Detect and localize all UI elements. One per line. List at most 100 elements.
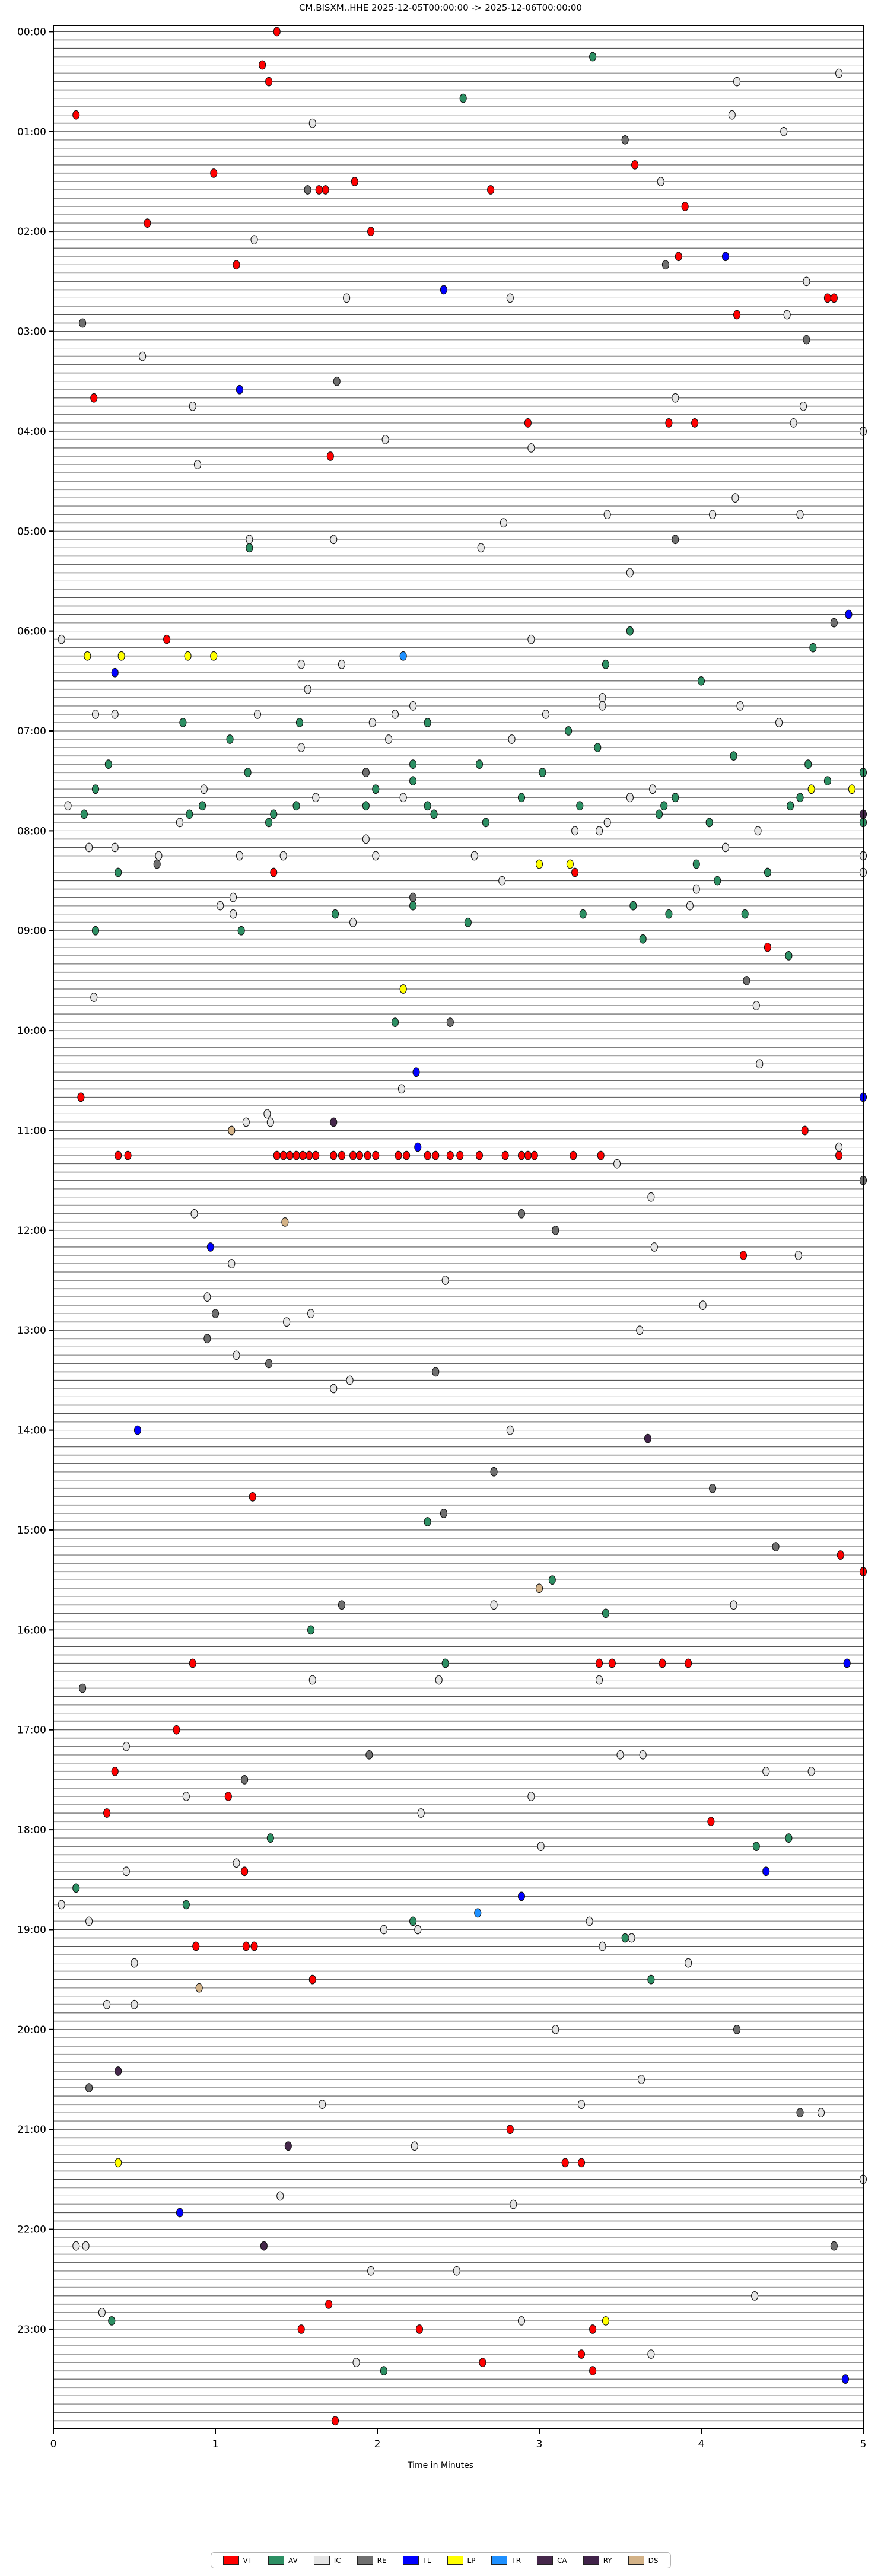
event-dot-VT <box>192 1941 200 1951</box>
event-dot-IC <box>233 1350 240 1360</box>
event-dot-IC <box>200 784 208 794</box>
event-dot-VT <box>456 1150 464 1160</box>
event-dot-AV <box>705 818 713 828</box>
event-dot-LP <box>602 2316 609 2326</box>
event-dot-RE <box>432 1367 440 1377</box>
event-dot-IC <box>352 2358 360 2367</box>
event-dot-IC <box>817 2108 825 2117</box>
event-dot-VT <box>570 1150 577 1160</box>
event-dot-IC <box>510 2199 517 2209</box>
event-dot-AV <box>115 867 122 877</box>
event-dot-TL <box>517 1891 526 1901</box>
event-dot-LP <box>115 2158 122 2168</box>
event-dot-TL <box>111 667 119 678</box>
event-dot-AV <box>660 801 668 811</box>
event-dot-IC <box>599 693 606 702</box>
event-dot-VT <box>659 1658 666 1668</box>
event-dot-IC <box>343 293 351 303</box>
event-dot-IC <box>414 1925 422 1935</box>
hour-label: 18:00 <box>17 1824 46 1836</box>
event-dot-IC <box>799 401 807 411</box>
legend-swatch-TL <box>402 2556 419 2565</box>
event-dot-VT <box>589 2324 597 2334</box>
event-dot-VT <box>77 1092 85 1102</box>
event-dot-AV <box>424 718 431 727</box>
event-dot-VT <box>270 867 278 877</box>
event-dot-DS <box>281 1217 289 1227</box>
event-dot-AV <box>226 734 234 744</box>
event-dot-IC <box>692 884 700 894</box>
event-dot-IC <box>657 177 664 186</box>
x-tick-label: 4 <box>698 2438 705 2450</box>
event-dot-IC <box>131 1958 138 1968</box>
event-dot-TL <box>176 2208 183 2218</box>
hour-label: 02:00 <box>17 226 46 238</box>
event-dot-VT <box>608 1658 616 1668</box>
event-dot-VT <box>330 1150 338 1160</box>
event-dot-IC <box>508 734 516 744</box>
event-dot-CA <box>330 1117 338 1127</box>
event-dot-AV <box>785 950 793 961</box>
event-dot-VT <box>279 1150 287 1160</box>
event-dot-IC <box>253 710 262 719</box>
event-dot-LP <box>399 984 407 994</box>
event-dot-IC <box>246 535 253 545</box>
event-dot-VT <box>124 1150 132 1160</box>
event-dot-VT <box>395 1150 402 1160</box>
event-dot-VT <box>103 1808 111 1818</box>
event-dot-VT <box>306 1150 313 1160</box>
event-dot-AV <box>697 676 705 686</box>
event-dot-IC <box>699 1300 707 1310</box>
event-dot-VT <box>487 185 495 195</box>
event-dot-VT <box>739 1251 748 1260</box>
event-dot-AV <box>621 1933 629 1943</box>
event-dot-RE <box>304 185 311 195</box>
event-dot-RE <box>446 1017 454 1027</box>
event-dot-VT <box>571 867 579 877</box>
event-dot-TL <box>414 1142 422 1152</box>
event-dot-CA <box>284 2141 292 2151</box>
event-dot-IC <box>279 851 287 861</box>
event-dot-AV <box>186 809 193 819</box>
event-dot-VT <box>524 418 532 428</box>
event-dot-IC <box>752 1001 760 1010</box>
event-dot-IC <box>796 510 804 520</box>
event-dot-IC <box>650 1242 658 1252</box>
event-dot-AV <box>424 801 431 811</box>
hour-label: 01:00 <box>17 126 46 138</box>
event-dot-AV <box>764 867 771 877</box>
event-dot-IC <box>64 801 72 811</box>
event-dot-AV <box>823 776 831 786</box>
event-dot-AV <box>91 926 100 936</box>
legend: VT AV IC RE TL LP TR CA RY DS <box>210 2552 671 2568</box>
event-dot-IC <box>193 460 202 469</box>
event-dot-VT <box>111 1767 119 1776</box>
event-dot-VT <box>835 1150 843 1160</box>
event-dot-TL <box>841 2374 850 2384</box>
event-dot-IC <box>603 818 611 828</box>
event-dot-VT <box>242 1941 250 1951</box>
event-dot-VT <box>501 1150 509 1160</box>
event-dot-IC <box>599 701 606 711</box>
event-dot-RE <box>203 1334 211 1344</box>
hour-label: 06:00 <box>17 626 46 638</box>
event-dot-IC <box>603 510 611 520</box>
event-dot-IC <box>417 1808 425 1818</box>
hour-label: 07:00 <box>17 726 46 737</box>
event-dot-VT <box>665 418 673 428</box>
event-dot-VT <box>733 310 741 320</box>
legend-swatch-RE <box>357 2556 373 2565</box>
event-dot-VT <box>764 942 771 952</box>
event-dot-VT <box>561 2158 569 2168</box>
event-dot-TL <box>206 1242 214 1252</box>
event-dot-RE <box>338 1600 345 1610</box>
event-dot-IC <box>649 784 657 794</box>
event-dot-RE <box>661 260 669 270</box>
event-dot-IC <box>537 1842 545 1852</box>
event-dot-IC <box>203 1292 211 1302</box>
event-dot-AV <box>179 718 187 727</box>
event-dot-LP <box>210 651 218 661</box>
event-dot-AV <box>752 1842 760 1852</box>
event-dot-LP <box>117 651 125 661</box>
event-dot-RE <box>409 892 417 902</box>
